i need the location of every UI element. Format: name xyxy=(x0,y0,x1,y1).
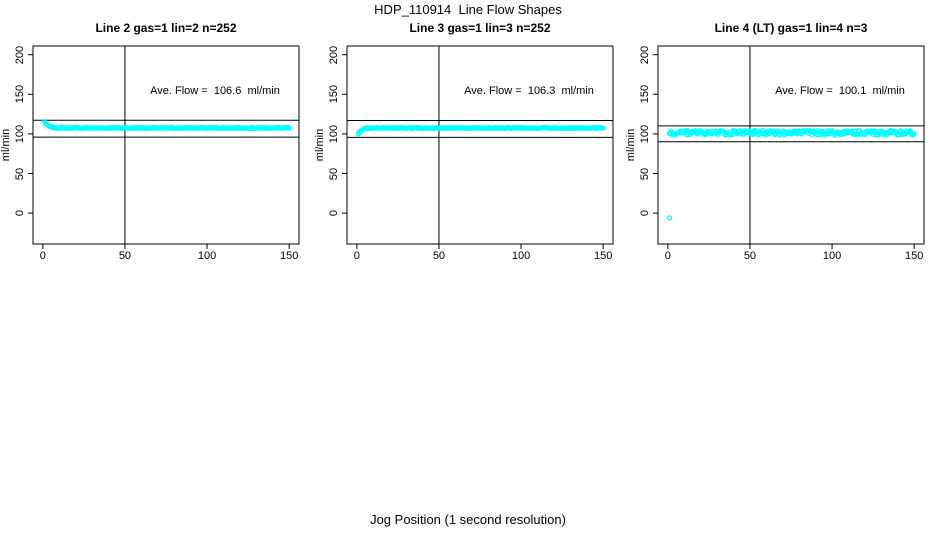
x-tick-label: 0 xyxy=(664,250,671,262)
panel-title: Line 4 (LT) gas=1 lin=4 n=3 xyxy=(714,21,868,35)
y-tick-label: 100 xyxy=(14,124,26,144)
y-axis-title: ml/min xyxy=(625,128,637,162)
ave-flow-annotation: Ave. Flow = 106.6 ml/min xyxy=(150,85,280,97)
y-tick-label: 100 xyxy=(328,124,340,144)
x-tick-label: 50 xyxy=(743,250,757,262)
data-points-line4-flow xyxy=(666,127,917,221)
panel-title: Line 2 gas=1 lin=2 n=252 xyxy=(95,21,237,35)
flow-point xyxy=(286,125,292,131)
y-tick-label: 150 xyxy=(639,85,651,104)
x-tick-label: 50 xyxy=(118,250,132,262)
y-tick-label: 150 xyxy=(328,85,340,104)
x-tick-label: 150 xyxy=(279,250,299,262)
data-points-line2-flow xyxy=(41,118,292,131)
figure-title: HDP_110914 Line Flow Shapes xyxy=(374,2,562,17)
y-tick-label: 0 xyxy=(328,210,340,217)
y-axis-title: ml/min xyxy=(314,128,326,162)
x-tick-label: 100 xyxy=(822,250,842,262)
y-tick-label: 200 xyxy=(14,45,26,64)
flow-point xyxy=(728,131,734,138)
y-tick-label: 200 xyxy=(639,45,651,64)
y-axis-title: ml/min xyxy=(0,128,12,162)
data-points-line3-flow xyxy=(355,124,606,137)
y-tick-label: 50 xyxy=(639,167,651,180)
x-tick-label: 100 xyxy=(197,250,217,262)
x-tick-label: 0 xyxy=(353,250,360,262)
panel-title: Line 3 gas=1 lin=3 n=252 xyxy=(409,21,551,35)
y-tick-label: 200 xyxy=(328,45,340,64)
y-tick-label: 50 xyxy=(14,167,26,180)
y-tick-label: 50 xyxy=(328,167,340,180)
flow-point xyxy=(911,131,917,137)
ave-flow-annotation: Ave. Flow = 106.3 ml/min xyxy=(464,85,594,97)
plot-box xyxy=(32,45,300,245)
x-tick-label: 0 xyxy=(39,250,46,262)
y-tick-label: 0 xyxy=(639,210,651,217)
y-tick-label: 150 xyxy=(14,85,26,104)
ave-flow-annotation: Ave. Flow = 100.1 ml/min xyxy=(775,85,905,97)
x-tick-label: 100 xyxy=(511,250,531,262)
plot-box xyxy=(346,45,614,245)
x-axis-title: Jog Position (1 second resolution) xyxy=(370,512,566,527)
x-tick-label: 150 xyxy=(904,250,924,262)
y-tick-label: 0 xyxy=(14,210,26,217)
x-tick-label: 50 xyxy=(432,250,446,262)
plot-box xyxy=(657,45,925,245)
flow-point xyxy=(600,125,606,131)
flow-point xyxy=(666,215,673,221)
x-tick-label: 150 xyxy=(593,250,613,262)
y-tick-label: 100 xyxy=(639,124,651,144)
